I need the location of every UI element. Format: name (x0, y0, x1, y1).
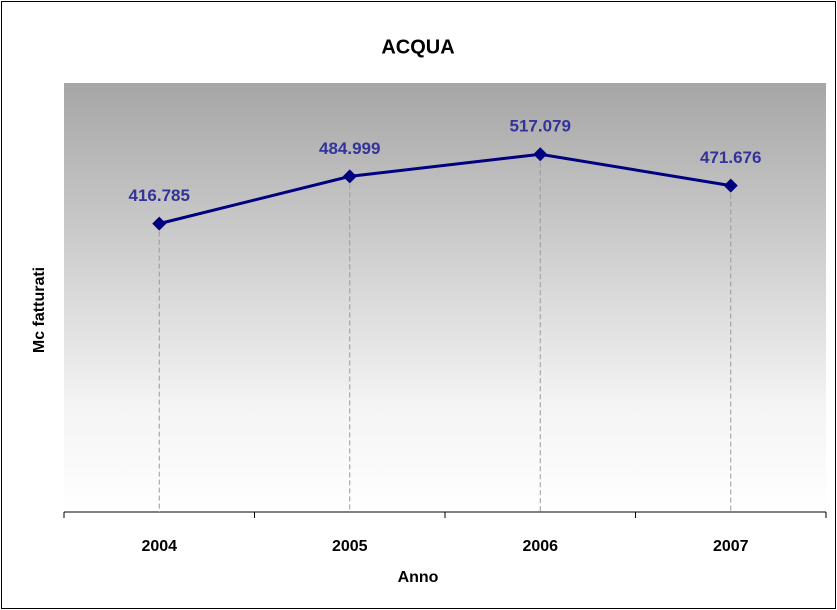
data-point (342, 169, 357, 184)
x-tick-label: 2004 (141, 538, 177, 555)
series-line (158, 152, 731, 226)
data-label: 471.676 (700, 148, 761, 167)
data-point (723, 178, 738, 193)
x-tick-label: 2006 (522, 538, 558, 555)
x-tick-label: 2007 (713, 538, 749, 555)
data-point (533, 147, 548, 162)
data-label: 416.785 (129, 186, 190, 205)
data-label: 484.999 (319, 139, 380, 158)
data-label: 517.079 (510, 117, 571, 136)
y-axis-label: Mc fatturati (31, 267, 48, 353)
chart-title: ACQUA (381, 36, 454, 58)
data-point (152, 216, 167, 231)
x-axis-label: Anno (398, 569, 439, 586)
x-tick-label: 2005 (332, 538, 368, 555)
plot-area (64, 83, 826, 512)
